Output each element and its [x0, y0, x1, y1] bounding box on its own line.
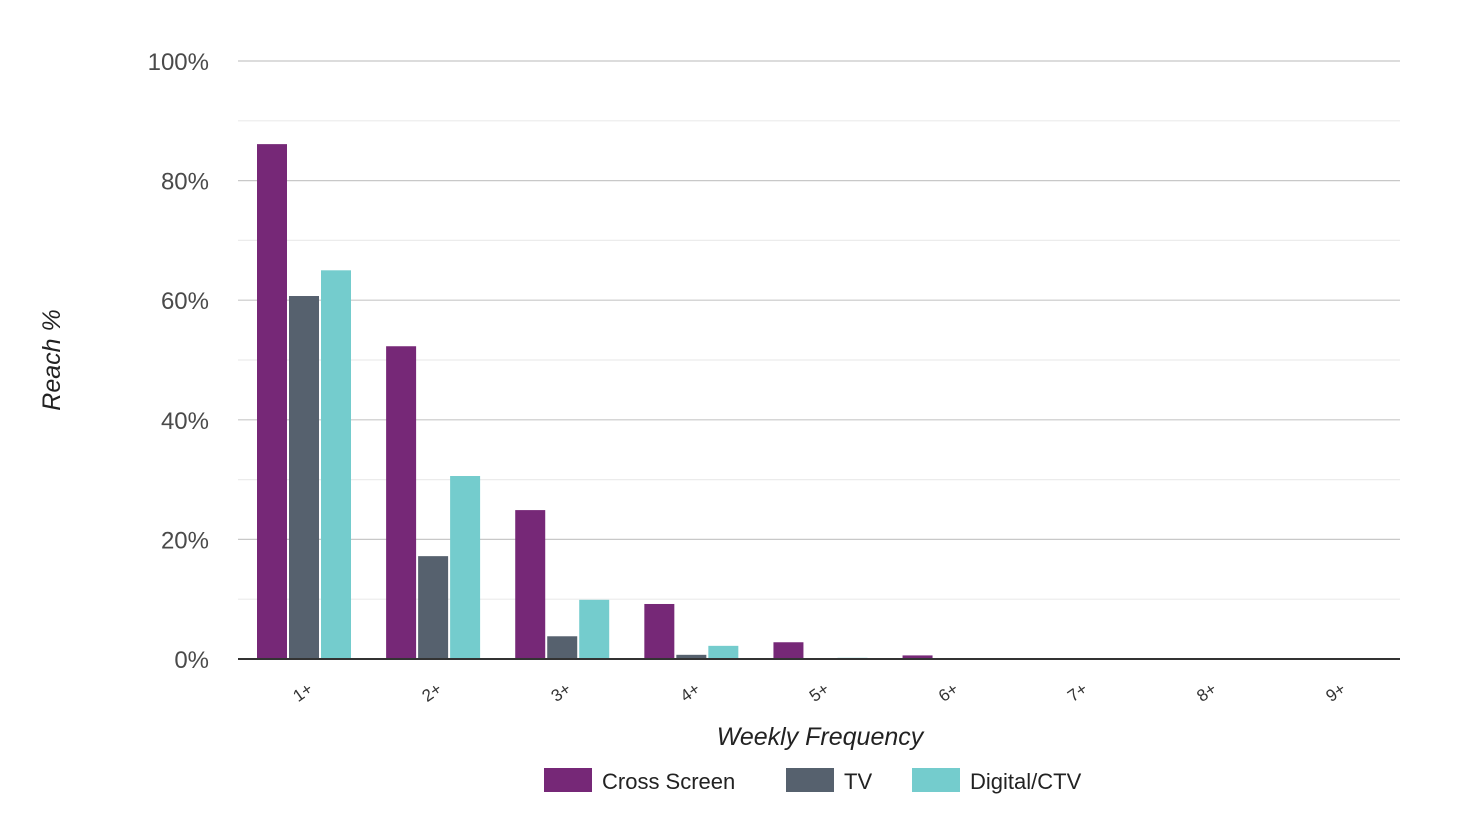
bar-tv-4plus: [676, 654, 707, 659]
y-tick-label: 20%: [161, 527, 209, 554]
x-tick-label: 6+: [935, 679, 962, 706]
x-tick-label: 2+: [419, 679, 446, 706]
legend-item: Digital/CTV: [912, 768, 1082, 794]
legend-swatch: [912, 768, 960, 792]
x-tick-label: 8+: [1193, 679, 1220, 706]
bar-cross-screen-2plus: [386, 346, 417, 659]
bar-cross-screen-4plus: [644, 603, 675, 659]
legend-label: Cross Screen: [602, 769, 735, 794]
y-tick-label: 40%: [161, 408, 209, 435]
bar-digital-ctv-1plus: [321, 270, 351, 659]
x-tick-label: 5+: [806, 679, 833, 706]
y-tick-label: 60%: [161, 288, 209, 315]
bar-cross-screen-3plus: [515, 510, 546, 659]
bar-digital-ctv-2plus: [450, 476, 481, 659]
bar-tv-3plus: [547, 636, 578, 659]
y-tick-label: 80%: [161, 169, 209, 196]
bar-digital-ctv-3plus: [579, 599, 610, 659]
x-tick-label: 3+: [548, 679, 575, 706]
legend-item: TV: [786, 768, 872, 794]
y-axis-label: Reach %: [38, 309, 66, 410]
bar-cross-screen-6plus: [902, 655, 933, 659]
legend-label: Digital/CTV: [970, 769, 1082, 794]
bar-tv-1plus: [289, 296, 319, 659]
x-tick-label: 4+: [677, 679, 704, 706]
bar-cross-screen-5plus: [773, 642, 804, 659]
x-tick-label: 7+: [1064, 679, 1091, 706]
bar-digital-ctv-4plus: [708, 645, 739, 659]
legend-label: TV: [844, 769, 872, 794]
x-tick-label: 9+: [1322, 679, 1349, 706]
legend-item: Cross Screen: [544, 768, 735, 794]
y-tick-label: 0%: [174, 647, 209, 674]
y-tick-label: 100%: [148, 49, 209, 76]
x-axis-label: Weekly Frequency: [717, 723, 925, 751]
bar-cross-screen-1plus: [257, 144, 287, 659]
x-tick-label: 1+: [289, 679, 316, 706]
legend-swatch: [544, 768, 592, 792]
bar-tv-2plus: [418, 556, 449, 659]
legend-swatch: [786, 768, 834, 792]
